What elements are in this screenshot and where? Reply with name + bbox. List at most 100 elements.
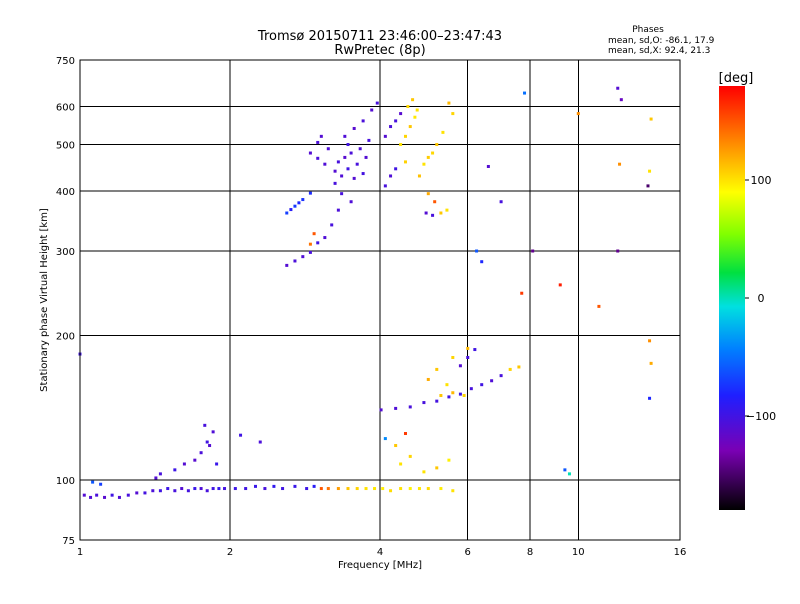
data-point [211,487,215,491]
data-point [618,162,622,166]
data-point [223,487,227,491]
data-point [431,213,435,217]
phases-o-stats: mean, sd,O: -86.1, 17.9 [608,36,715,46]
y-tick-label: 400 [56,187,75,198]
data-point [89,495,93,499]
y-axis-label: Stationary phase Virtual Height [km] [39,208,50,392]
data-point [451,489,455,493]
data-point [158,472,162,476]
data-point [143,491,147,495]
data-point [375,101,379,105]
colorbar-ticks: 100 0 −100 [745,174,776,423]
data-point [646,184,650,188]
data-point [95,493,99,497]
data-point [379,408,383,412]
data-point [403,134,407,138]
data-point [364,487,368,491]
data-point [648,396,652,400]
data-points [78,86,653,499]
data-point [370,108,374,112]
data-point [285,211,289,215]
data-point [389,489,393,493]
data-point [110,493,114,497]
data-point [433,200,437,204]
data-point [355,162,359,166]
data-point [289,208,293,212]
data-point [413,115,417,119]
data-point [193,487,197,491]
data-point [263,487,267,491]
data-point [293,204,297,208]
data-point [126,493,130,497]
data-point [439,394,443,398]
data-point [490,379,494,383]
data-point [408,454,412,458]
data-point [173,489,177,493]
data-point [166,487,170,491]
axis-ticks: 1 2 4 6 8 10 16 75 100 200 300 400 500 600 750 [56,56,686,558]
y-tick-label: 600 [56,103,75,114]
data-point [403,160,407,164]
data-point [399,143,403,147]
data-point [422,162,426,166]
data-point [466,346,470,350]
data-point [233,487,237,491]
data-point [394,444,398,448]
data-point [381,487,385,491]
y-tick-label: 200 [56,332,75,343]
data-point [316,140,320,144]
data-point [180,487,184,491]
data-point [475,249,479,253]
data-point [308,191,312,195]
colorbar-tick-label: 0 [758,292,765,305]
data-point [158,489,162,493]
data-point [447,101,451,105]
data-point [445,208,449,212]
data-point [91,480,95,484]
data-point [411,98,415,102]
data-point [619,98,623,102]
data-point [308,242,312,246]
data-point [186,489,190,493]
data-point [205,489,209,493]
data-point [469,387,473,391]
y-tick-label: 300 [56,247,75,258]
data-point [473,348,477,352]
data-point [480,383,484,387]
data-point [82,493,86,497]
data-point [520,291,524,295]
grid-lines [80,60,680,540]
data-point [316,156,320,160]
data-point [408,125,412,129]
data-point [441,130,445,134]
data-point [389,174,393,178]
data-point [336,208,340,212]
phases-heading: Phases [632,25,664,35]
data-point [403,432,407,436]
data-point [406,105,410,109]
data-point [389,125,393,129]
x-tick-label: 1 [77,547,83,558]
data-point [616,86,620,90]
data-point [597,304,601,308]
data-point [361,172,365,176]
data-point [399,462,403,466]
data-point [182,462,186,466]
data-point [352,126,356,130]
phases-x-stats: mean, sd,X: 92.4, 21.3 [608,46,710,56]
data-point [293,259,297,263]
data-point [346,167,350,171]
colorbar-tick-label: −100 [746,410,776,423]
data-point [203,423,207,427]
data-point [422,401,426,405]
data-point [330,223,334,227]
data-point [367,138,371,142]
data-point [486,164,490,168]
colorbar-tick-label: 100 [751,174,772,187]
data-point [215,462,219,466]
data-point [383,134,387,138]
data-point [417,174,421,178]
data-point [616,249,620,253]
data-point [312,484,316,488]
data-point [312,232,316,236]
